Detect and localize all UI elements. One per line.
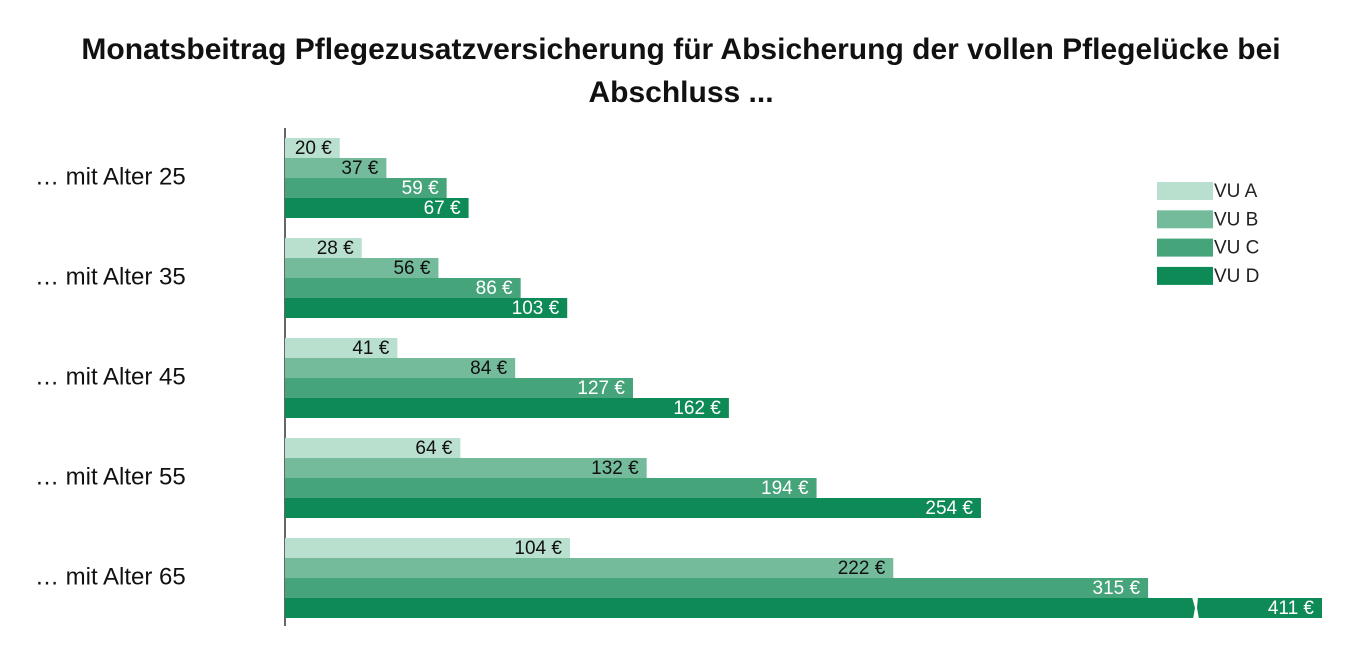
value-label: 41 € [352, 338, 389, 359]
value-label: 104 € [514, 538, 562, 559]
category-label: … mit Alter 25 [35, 163, 186, 190]
category-label: … mit Alter 45 [35, 363, 186, 390]
value-label: 84 € [470, 358, 507, 379]
bar [285, 178, 447, 198]
category-label: … mit Alter 65 [35, 563, 186, 590]
value-label: 64 € [415, 438, 452, 459]
bar [285, 158, 387, 178]
bar [285, 238, 362, 258]
value-label: 59 € [402, 178, 439, 199]
value-label: 20 € [295, 138, 332, 159]
bar [285, 398, 729, 418]
value-label: 67 € [424, 198, 461, 219]
bar [285, 298, 568, 318]
axis-break [1192, 597, 1199, 619]
legend-swatch [1157, 210, 1213, 229]
value-label: 28 € [317, 238, 354, 259]
legend-label: VU A [1214, 181, 1258, 202]
value-label: 86 € [476, 278, 513, 299]
bar [285, 378, 633, 398]
bar [285, 458, 647, 478]
legend-swatch [1157, 266, 1213, 285]
bar [285, 478, 817, 498]
value-label: 103 € [512, 298, 560, 319]
bar [285, 578, 1149, 598]
legend-label: VU B [1214, 209, 1258, 230]
value-label: 56 € [393, 258, 430, 279]
value-label: 194 € [761, 478, 809, 499]
bar [285, 138, 340, 158]
bar [285, 278, 521, 298]
legend-label: VU C [1214, 238, 1259, 259]
legend-swatch [1157, 238, 1213, 257]
value-label: 411 € [1268, 598, 1315, 619]
bar [285, 438, 461, 458]
chart-title: Monatsbeitrag Pflegezusatzversicherung f… [81, 33, 1281, 109]
bar [285, 558, 894, 578]
bar [285, 198, 469, 218]
value-label: 127 € [577, 378, 625, 399]
category-label: … mit Alter 35 [35, 263, 186, 290]
bar [285, 258, 439, 278]
bar [285, 358, 516, 378]
bar [285, 338, 398, 358]
bar [285, 598, 1322, 618]
value-label: 222 € [838, 558, 886, 579]
value-label: 37 € [341, 158, 378, 179]
legend-swatch [1157, 182, 1213, 200]
value-label: 132 € [591, 458, 639, 479]
value-label: 162 € [673, 398, 721, 419]
bar [285, 498, 981, 518]
bar [285, 538, 570, 558]
value-label: 254 € [925, 498, 973, 519]
value-label: 315 € [1093, 578, 1141, 599]
legend-label: VU D [1214, 266, 1259, 287]
category-label: … mit Alter 55 [35, 463, 186, 490]
